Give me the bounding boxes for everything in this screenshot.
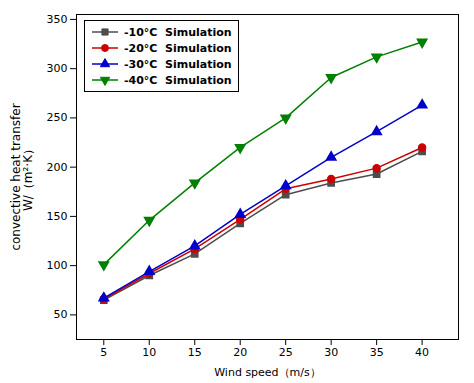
svg-text:Wind speed（m/s）: Wind speed（m/s） xyxy=(214,366,321,379)
html-text:-30°C Simulation: -30°C Simulation xyxy=(124,57,232,71)
svg-text:25: 25 xyxy=(279,346,293,359)
svg-text:30: 30 xyxy=(324,346,338,359)
svg-text:50: 50 xyxy=(54,308,68,321)
svg-text:5: 5 xyxy=(100,346,107,359)
svg-text:40: 40 xyxy=(415,346,429,359)
svg-text:350: 350 xyxy=(47,13,68,26)
svg-text:15: 15 xyxy=(188,346,202,359)
html-text:-20°C Simulation: -20°C Simulation xyxy=(124,41,232,55)
svg-text:150: 150 xyxy=(47,210,68,223)
svg-text:convective heat transferW/（m²·: convective heat transferW/（m²·K） xyxy=(9,103,35,250)
html-text:-10°C Simulation: -10°C Simulation xyxy=(124,25,232,39)
svg-text:250: 250 xyxy=(47,111,68,124)
svg-text:10: 10 xyxy=(142,346,156,359)
html-text:-40°C Simulation: -40°C Simulation xyxy=(124,73,232,87)
svg-text:200: 200 xyxy=(47,161,68,174)
svg-text:300: 300 xyxy=(47,62,68,75)
svg-text:35: 35 xyxy=(370,346,384,359)
svg-text:20: 20 xyxy=(233,346,247,359)
svg-text:100: 100 xyxy=(47,259,68,272)
